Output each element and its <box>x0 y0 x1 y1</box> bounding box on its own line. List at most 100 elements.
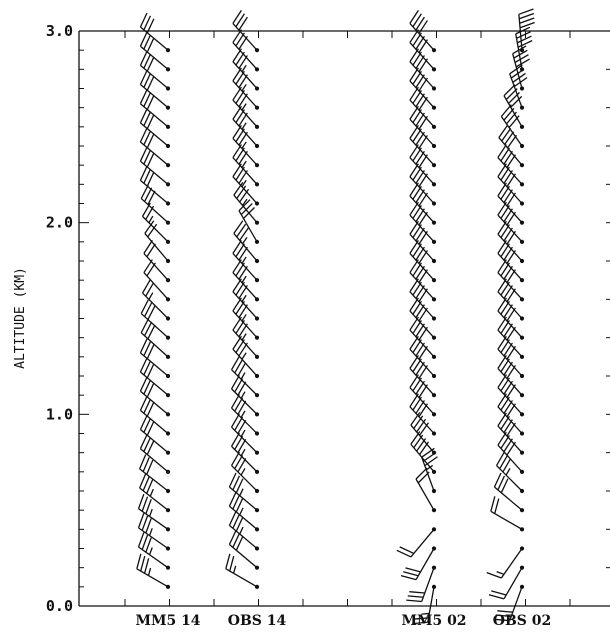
wind-barb <box>139 12 171 53</box>
barb-half-feather <box>505 468 511 476</box>
barb-feather <box>500 478 509 494</box>
barb-shaft <box>140 332 169 358</box>
barb-feather <box>146 344 155 359</box>
barb-feather <box>237 438 247 454</box>
barb-shaft <box>232 157 258 185</box>
barb-shaft <box>515 33 523 70</box>
wind-barb <box>137 493 171 532</box>
barb-half-feather <box>241 179 247 188</box>
barb-feather <box>146 152 155 168</box>
wind-barb <box>144 220 171 264</box>
barb-feather <box>139 338 148 354</box>
wind-barb <box>140 184 171 225</box>
barb-shaft <box>497 195 523 224</box>
barb-feather <box>237 419 247 434</box>
barb-shaft <box>140 122 169 147</box>
barb-shaft <box>138 546 169 569</box>
barb-shaft <box>409 176 435 204</box>
barb-shaft <box>409 22 435 51</box>
barb-shaft <box>231 369 258 396</box>
wind-barb <box>139 415 171 455</box>
barb-feather <box>147 223 158 238</box>
barb-half-feather <box>241 64 247 73</box>
barb-half-feather <box>148 215 154 224</box>
wind-barb <box>230 394 260 436</box>
barb-feather <box>415 467 428 480</box>
barb-shaft <box>231 388 258 415</box>
wind-barb <box>228 511 260 551</box>
wind-barb <box>396 527 437 558</box>
barb-shaft <box>140 371 169 396</box>
barb-feather <box>140 318 149 334</box>
barb-feather <box>139 31 148 47</box>
barb-column <box>136 12 171 589</box>
barb-half-feather <box>241 84 247 92</box>
barb-shaft <box>409 367 435 396</box>
barb-feather <box>140 299 149 314</box>
barb-half-feather <box>242 237 248 245</box>
barb-shaft <box>409 195 435 224</box>
barb-shaft <box>144 233 169 262</box>
barb-feather <box>232 513 241 529</box>
barb-half-feather <box>239 488 244 496</box>
barb-shaft <box>409 157 435 185</box>
barb-shaft <box>497 310 523 339</box>
barb-feather <box>237 458 247 473</box>
barb-shaft <box>140 84 169 109</box>
barb-feather <box>514 54 529 63</box>
barb-shaft <box>421 567 435 602</box>
barb-feather <box>230 355 240 371</box>
barb-feather <box>237 362 247 377</box>
wind-barb <box>139 51 171 91</box>
barb-feather <box>145 499 152 515</box>
barb-feather <box>235 13 245 28</box>
barb-feather <box>146 363 155 379</box>
column-label: OBS 14 <box>228 613 287 629</box>
barb-shaft <box>409 214 435 243</box>
barb-shaft <box>232 61 258 89</box>
barb-half-feather <box>496 571 505 575</box>
barb-feather <box>410 412 421 426</box>
barb-shaft <box>497 233 523 262</box>
barb-shaft <box>232 291 258 319</box>
barb-feather <box>143 240 153 254</box>
barb-feather <box>413 415 424 429</box>
barb-shaft <box>140 390 169 415</box>
barb-shaft <box>512 53 523 89</box>
barb-feather <box>519 12 535 20</box>
barb-shaft <box>409 387 435 415</box>
barb-shaft <box>409 329 435 358</box>
barb-feather <box>230 394 240 409</box>
barb-shaft <box>409 291 435 319</box>
wind-barb <box>412 584 437 625</box>
barb-feather <box>232 10 242 24</box>
barb-half-feather <box>241 333 247 341</box>
barb-shaft <box>409 118 435 147</box>
y-tick-label: 3.0 <box>46 22 73 40</box>
barb-feather <box>137 513 145 529</box>
wind-barb <box>406 565 437 603</box>
barb-half-feather <box>421 612 430 615</box>
barb-feather <box>412 621 428 625</box>
barb-feather <box>139 12 148 28</box>
barb-shaft <box>503 567 523 600</box>
barb-shaft <box>497 272 523 300</box>
barb-shaft <box>409 310 435 339</box>
barb-feather <box>238 16 248 31</box>
barb-column <box>396 10 438 625</box>
barb-feather <box>139 146 148 162</box>
wind-barb <box>139 108 171 149</box>
barb-shaft <box>140 45 169 70</box>
wind-barb <box>141 202 171 244</box>
wind-barb <box>140 299 171 340</box>
barb-feather <box>497 610 513 613</box>
wind-barb <box>518 8 535 53</box>
barb-shaft <box>409 252 435 281</box>
barb-feather <box>509 64 523 75</box>
wind-barb <box>493 472 525 513</box>
barb-feather <box>143 168 152 184</box>
barb-feather <box>143 341 152 357</box>
barb-shaft <box>497 176 523 204</box>
wind-barb <box>136 553 171 589</box>
barb-feather <box>239 227 250 241</box>
